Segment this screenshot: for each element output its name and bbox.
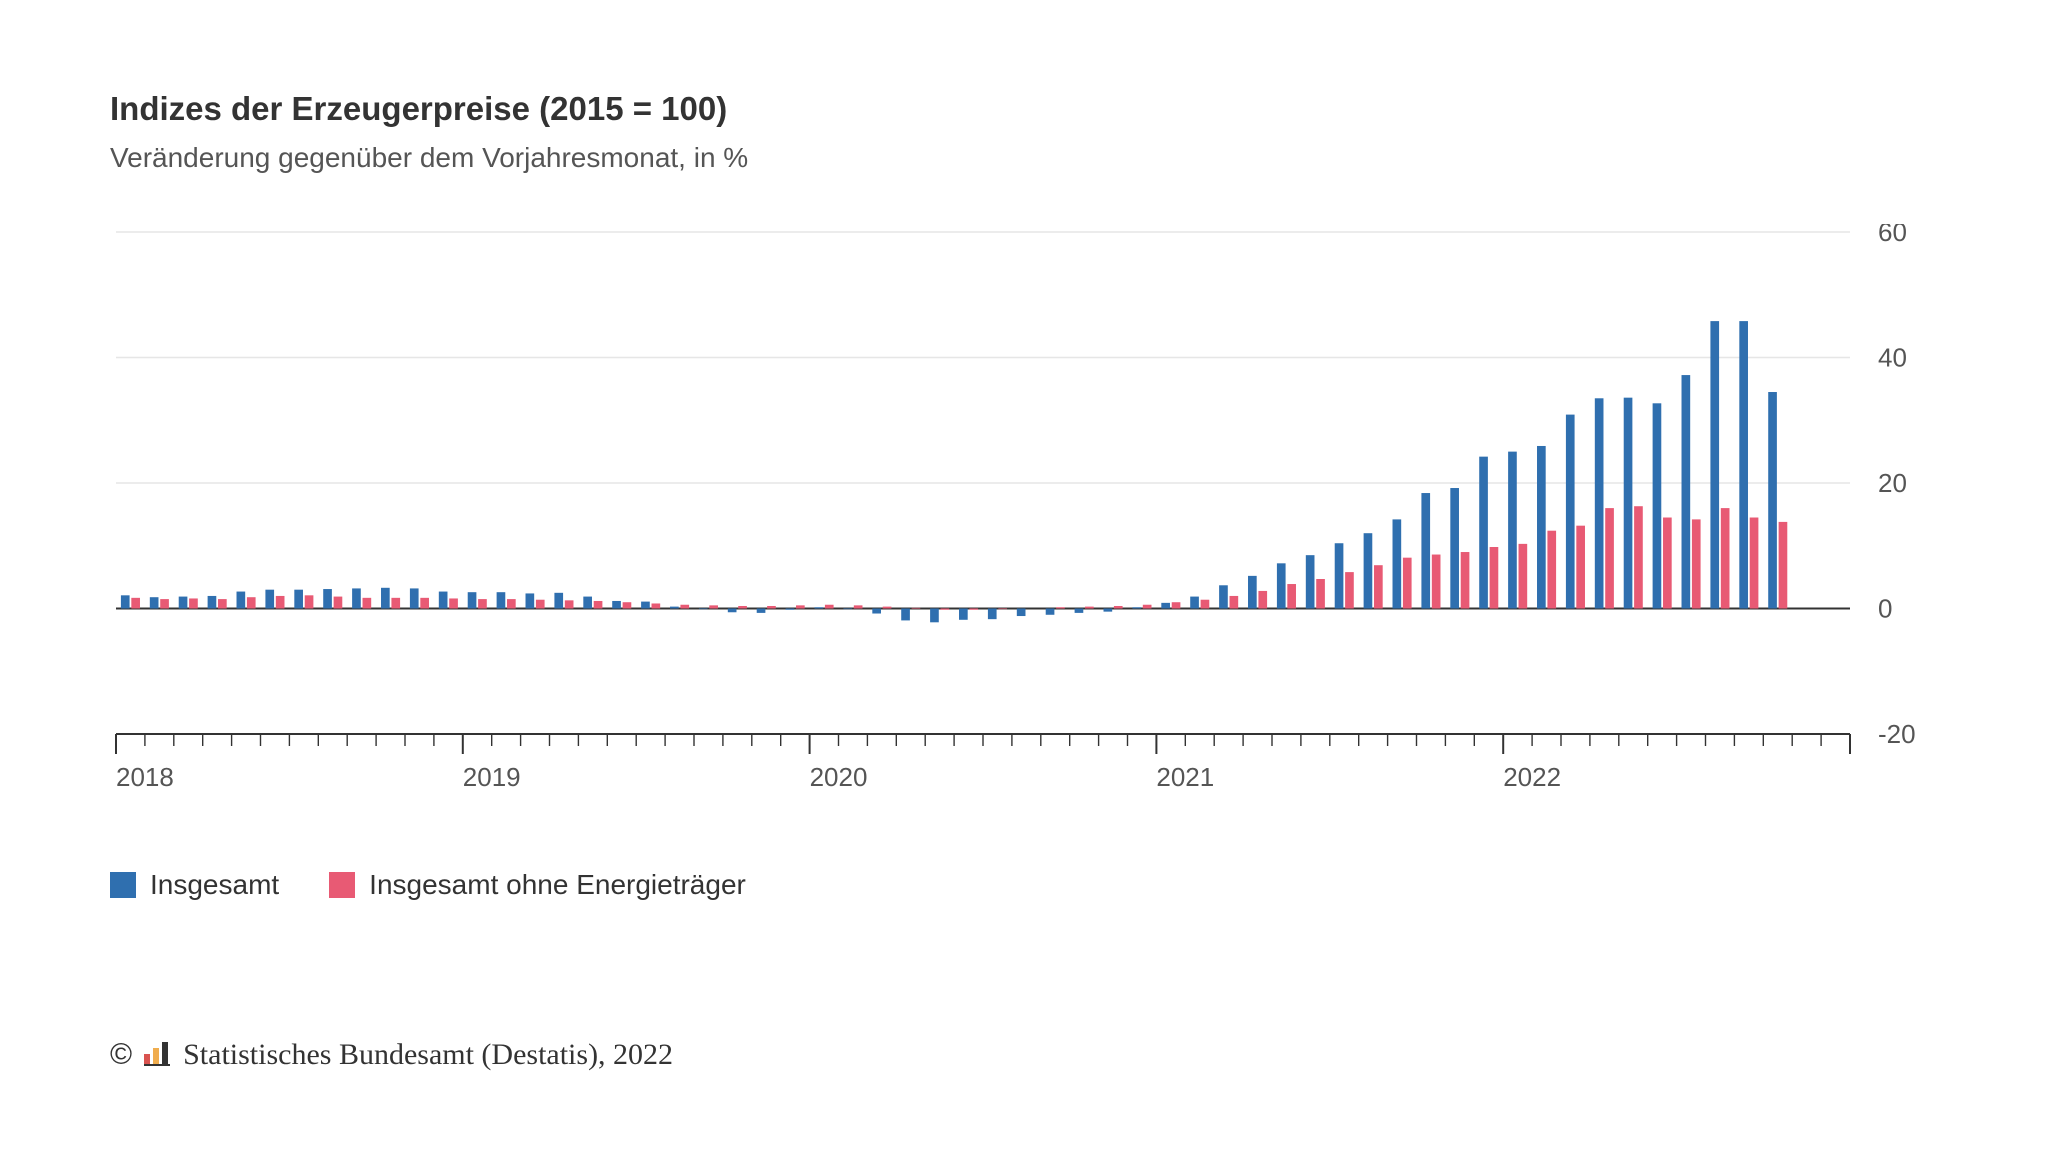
svg-text:2018: 2018 — [116, 762, 174, 792]
svg-text:2022: 2022 — [1503, 762, 1561, 792]
bar-chart: -20 0 20 40 60 2018 2019 2020 2021 2022 — [110, 224, 1940, 834]
svg-text:0: 0 — [1878, 594, 1892, 624]
source-text: Statistisches Bundesamt (Destatis), 2022 — [183, 1038, 673, 1071]
svg-text:2019: 2019 — [463, 762, 521, 792]
legend-item: Insgesamt ohne Energieträger — [329, 869, 746, 901]
svg-text:-20: -20 — [1878, 719, 1916, 749]
svg-text:2020: 2020 — [810, 762, 868, 792]
chart-legend: Insgesamt Insgesamt ohne Energieträger — [110, 869, 1948, 901]
chart-title: Indizes der Erzeugerpreise (2015 = 100) — [110, 90, 1948, 128]
legend-swatch — [110, 872, 136, 898]
svg-text:20: 20 — [1878, 468, 1907, 498]
chart-subtitle: Veränderung gegenüber dem Vorjahresmonat… — [110, 142, 1948, 174]
destatis-logo-icon — [144, 1042, 170, 1066]
legend-item: Insgesamt — [110, 869, 279, 901]
svg-text:60: 60 — [1878, 224, 1907, 247]
svg-text:40: 40 — [1878, 343, 1907, 373]
source-attribution: © Statistisches Bundesamt (Destatis), 20… — [110, 1038, 673, 1072]
legend-label: Insgesamt — [150, 869, 279, 901]
svg-text:2021: 2021 — [1156, 762, 1214, 792]
chart-area: -20 0 20 40 60 2018 2019 2020 2021 2022 — [110, 224, 1948, 839]
legend-swatch — [329, 872, 355, 898]
legend-label: Insgesamt ohne Energieträger — [369, 869, 746, 901]
